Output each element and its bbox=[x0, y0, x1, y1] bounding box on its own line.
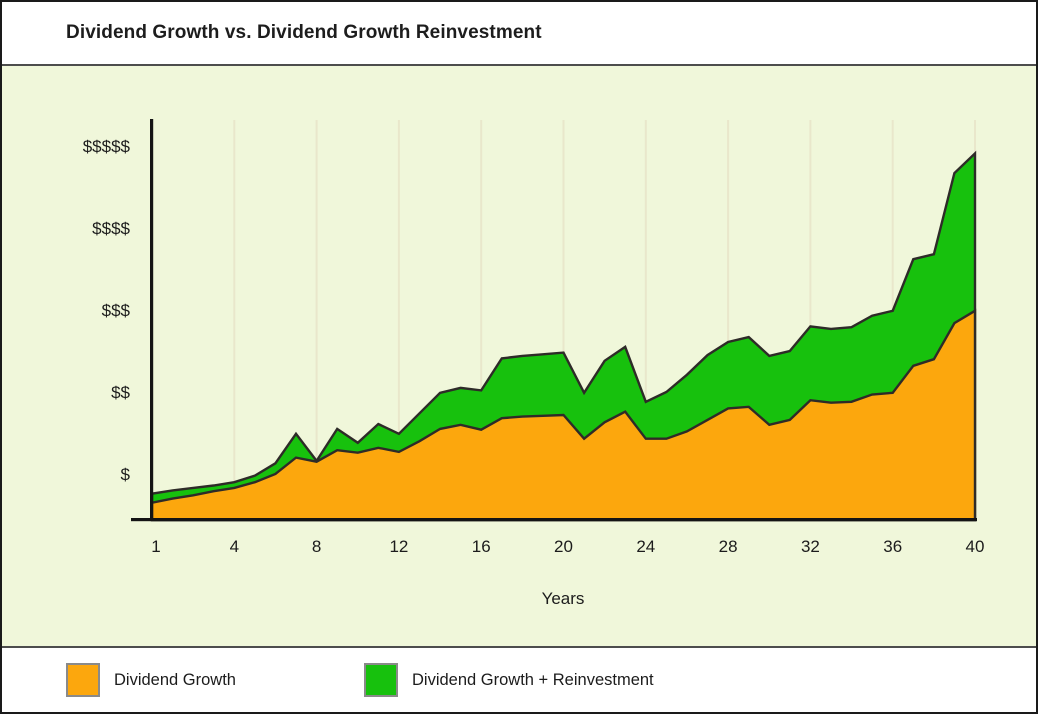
legend-label: Dividend Growth + Reinvestment bbox=[411, 670, 654, 689]
x-tick-label: 20 bbox=[554, 537, 573, 556]
y-tick-label: $$$ bbox=[102, 301, 131, 320]
legend-item-reinvestment: Dividend Growth + Reinvestment bbox=[363, 663, 654, 697]
legend-divider bbox=[2, 646, 1036, 648]
y-tick-label: $$ bbox=[111, 383, 130, 402]
x-tick-label: 32 bbox=[801, 537, 820, 556]
x-tick-label: 28 bbox=[719, 537, 738, 556]
dividend-growth-area bbox=[150, 308, 977, 522]
y-tick-label: $$$$ bbox=[92, 219, 130, 238]
x-tick-label: 36 bbox=[883, 537, 902, 556]
legend: Dividend Growth Dividend Growth + Reinve… bbox=[2, 648, 1036, 712]
y-tick-label: $ bbox=[121, 465, 131, 484]
y-axis bbox=[150, 119, 154, 521]
title-divider bbox=[2, 64, 1036, 66]
x-tick-label: 1 bbox=[151, 537, 160, 556]
x-tick-label: 40 bbox=[966, 537, 985, 556]
x-tick-label: 16 bbox=[472, 537, 491, 556]
chart-panel: $ $$ $$$ $$$$ $$$$$ 1 4 8 12 16 20 24 28 32 36 40 Years bbox=[2, 66, 1036, 646]
x-axis-title: Years bbox=[542, 589, 585, 608]
x-tick-label: 4 bbox=[230, 537, 239, 556]
legend-item-dividend-growth: Dividend Growth bbox=[66, 663, 236, 697]
x-axis bbox=[131, 518, 977, 522]
legend-label: Dividend Growth bbox=[114, 670, 236, 689]
x-tick-label: 8 bbox=[312, 537, 321, 556]
x-tick-label: 24 bbox=[636, 537, 655, 556]
x-tick-label: 12 bbox=[389, 537, 408, 556]
reinvestment-swatch-icon bbox=[363, 663, 398, 697]
y-tick-label: $$$$$ bbox=[83, 137, 131, 156]
dividend-growth-swatch-icon bbox=[66, 663, 100, 697]
chart-title: Dividend Growth vs. Dividend Growth Rein… bbox=[66, 22, 542, 43]
title-bar: Dividend Growth vs. Dividend Growth Rein… bbox=[2, 2, 1036, 64]
